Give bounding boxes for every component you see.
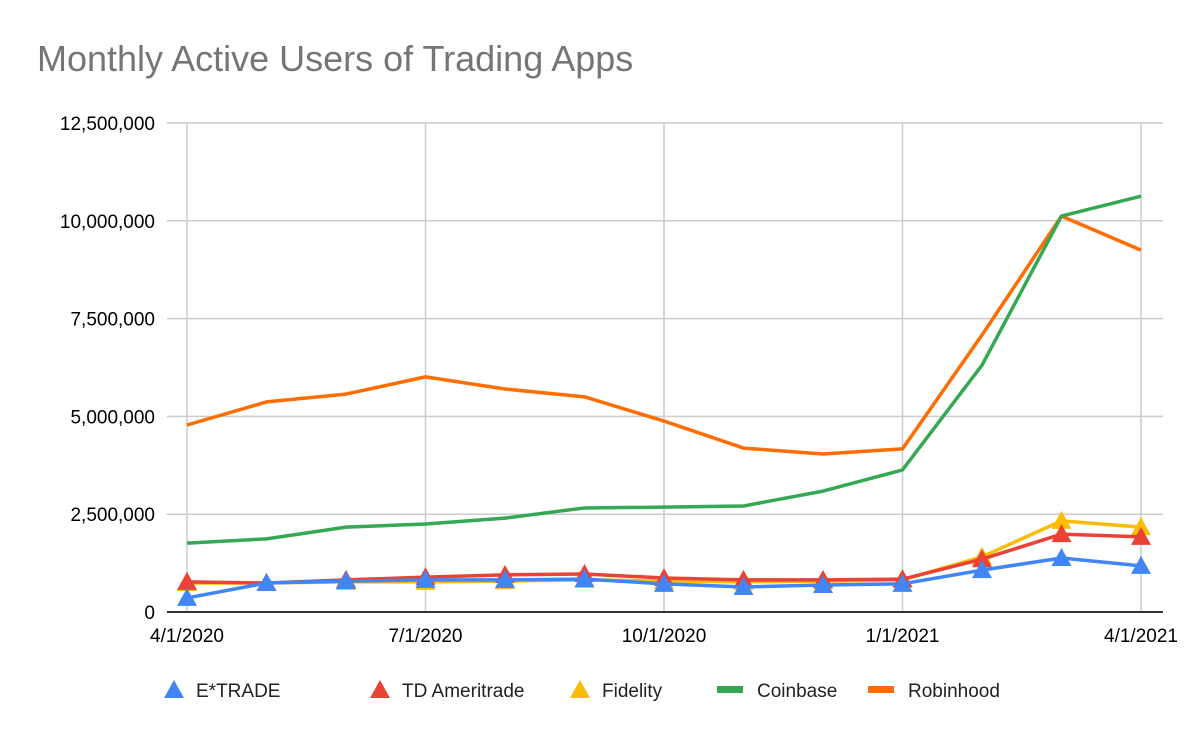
x-tick-label: 4/1/2021: [1104, 626, 1178, 647]
data-point-marker: [336, 571, 356, 590]
series-line-robinhood: [186, 214, 1142, 456]
data-point-marker: [1131, 517, 1151, 536]
data-point-marker: [654, 573, 674, 592]
data-point-marker: [1051, 548, 1072, 567]
data-point-marker: [495, 569, 515, 588]
y-tick-label: 5,000,000: [70, 407, 155, 428]
data-point-marker: [1131, 526, 1151, 545]
legend-label: TD Ameritrade: [402, 681, 524, 702]
data-point-marker: [733, 576, 754, 595]
legend-label: Robinhood: [908, 681, 1000, 702]
x-tick-label: 1/1/2021: [866, 626, 940, 647]
legend-marker-icon: [570, 680, 590, 698]
legend-line-icon: [717, 686, 743, 693]
x-tick-label: 7/1/2020: [389, 626, 463, 647]
legend-line-icon: [868, 686, 894, 693]
legend-label: E*TRADE: [196, 681, 280, 702]
y-tick-label: 10,000,000: [60, 212, 155, 233]
data-point-marker: [1051, 524, 1072, 543]
legend-marker-icon: [370, 680, 390, 698]
y-tick-label: 0: [144, 603, 155, 624]
data-point-marker: [574, 569, 595, 588]
data-point-marker: [177, 587, 197, 606]
y-tick-label: 7,500,000: [70, 310, 155, 331]
data-point-marker: [972, 549, 992, 568]
data-point-marker: [892, 573, 913, 592]
data-point-marker: [256, 573, 277, 592]
legend-marker-icon: [164, 680, 184, 698]
data-point-marker: [1051, 510, 1072, 529]
data-point-marker: [813, 575, 833, 594]
series-line-coinbase: [186, 194, 1142, 545]
data-point-marker: [177, 571, 197, 590]
y-tick-label: 12,500,000: [60, 114, 155, 135]
x-tick-label: 4/1/2020: [150, 626, 224, 647]
data-point-marker: [415, 569, 436, 588]
y-tick-label: 2,500,000: [70, 505, 155, 526]
x-tick-label: 10/1/2020: [622, 626, 707, 647]
legend-label: Coinbase: [757, 681, 837, 702]
data-point-marker: [972, 560, 992, 579]
legend-label: Fidelity: [602, 681, 663, 702]
chart-title: Monthly Active Users of Trading Apps: [37, 38, 634, 79]
data-point-marker: [1131, 555, 1151, 574]
